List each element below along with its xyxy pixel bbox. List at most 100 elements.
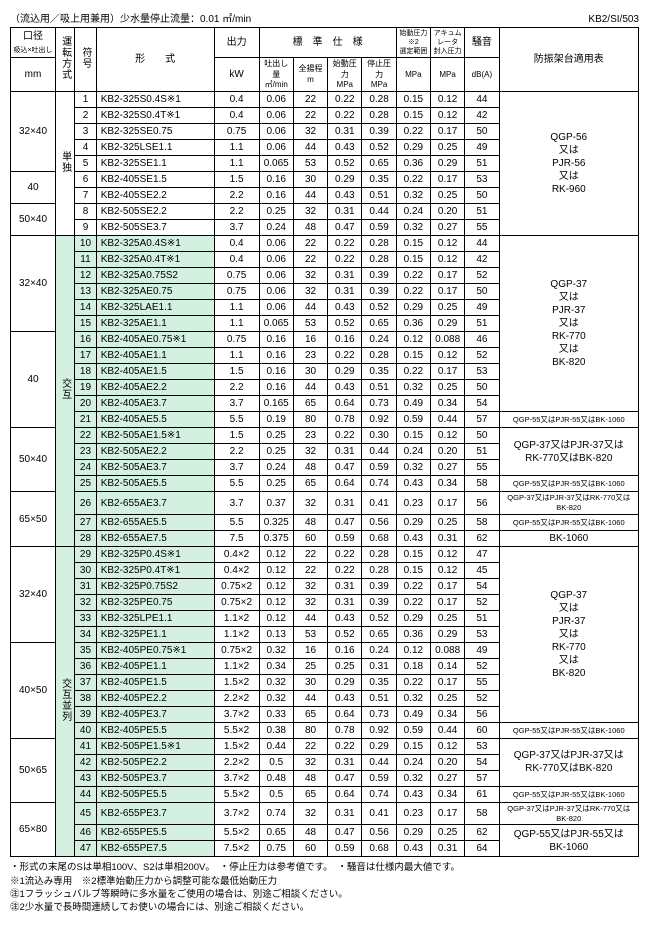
- value-cell: 0.75×2: [214, 578, 259, 594]
- value-cell: 0.31: [328, 124, 362, 140]
- value-cell: 0.17: [430, 674, 464, 690]
- value-cell: 30: [293, 172, 327, 188]
- value-cell: 0.13: [259, 626, 293, 642]
- value-cell: 0.12: [259, 594, 293, 610]
- value-cell: 0.25: [430, 690, 464, 706]
- value-cell: 0.18: [396, 658, 430, 674]
- fugou-cell: 28: [75, 530, 96, 546]
- table-row: 50×4022KB2-505AE1.5※11.50.25230.220.300.…: [11, 428, 639, 444]
- value-cell: 3.7: [214, 492, 259, 515]
- th-koukei: 口径吸込×吐出し: [11, 28, 56, 58]
- model-cell: KB2-655AE5.5: [96, 514, 214, 530]
- value-cell: 0.17: [430, 284, 464, 300]
- fugou-cell: 39: [75, 706, 96, 722]
- value-cell: 0.29: [430, 156, 464, 172]
- value-cell: 0.12: [396, 642, 430, 658]
- value-cell: 0.75: [214, 124, 259, 140]
- value-cell: 2.2: [214, 188, 259, 204]
- value-cell: 5.5×2: [214, 786, 259, 802]
- table-row: 28KB2-655AE7.57.50.375600.590.680.430.31…: [11, 530, 639, 546]
- fugou-cell: 42: [75, 754, 96, 770]
- value-cell: 22: [293, 738, 327, 754]
- value-cell: 0.29: [430, 316, 464, 332]
- value-cell: 0.17: [430, 124, 464, 140]
- value-cell: 53: [465, 364, 499, 380]
- value-cell: 1.1×2: [214, 626, 259, 642]
- value-cell: 0.22: [396, 124, 430, 140]
- value-cell: 50: [465, 284, 499, 300]
- value-cell: 0.78: [328, 412, 362, 428]
- value-cell: 1.1×2: [214, 658, 259, 674]
- model-cell: KB2-405PE1.1: [96, 658, 214, 674]
- boushin-cell: QGP-55又はPJR-55又はBK-1060: [499, 722, 638, 738]
- value-cell: 3.7: [214, 460, 259, 476]
- koukei-cell: 32×40: [11, 546, 56, 642]
- value-cell: 53: [293, 626, 327, 642]
- value-cell: 0.39: [362, 594, 396, 610]
- value-cell: 0.12: [396, 332, 430, 348]
- value-cell: 0.75: [214, 332, 259, 348]
- value-cell: 54: [465, 578, 499, 594]
- value-cell: 0.06: [259, 92, 293, 108]
- value-cell: 51: [465, 444, 499, 460]
- value-cell: 50: [465, 188, 499, 204]
- value-cell: 49: [465, 300, 499, 316]
- model-cell: KB2-405SE2.2: [96, 188, 214, 204]
- th-fugou: 符号: [75, 28, 96, 92]
- value-cell: 0.29: [396, 825, 430, 841]
- value-cell: 0.22: [328, 236, 362, 252]
- spec-table: 口径吸込×吐出し 運転方式 符号 形 式 出力 標 準 仕 様 始動圧力※2選定…: [10, 27, 639, 857]
- koukei-cell: 50×40: [11, 204, 56, 236]
- value-cell: 32: [293, 578, 327, 594]
- value-cell: 0.35: [362, 172, 396, 188]
- header-left: （流込用／吸上用兼用）少水量停止流量：0.01 ㎥/min: [10, 10, 251, 25]
- value-cell: 0.68: [362, 841, 396, 857]
- value-cell: 0.44: [362, 204, 396, 220]
- value-cell: 0.43: [328, 380, 362, 396]
- value-cell: 0.17: [430, 594, 464, 610]
- value-cell: 0.29: [328, 674, 362, 690]
- model-cell: KB2-505SE2.2: [96, 204, 214, 220]
- model-cell: KB2-505PE2.2: [96, 754, 214, 770]
- value-cell: 2.2: [214, 380, 259, 396]
- value-cell: 1.1: [214, 300, 259, 316]
- value-cell: 0.39: [362, 124, 396, 140]
- model-cell: KB2-405AE1.1: [96, 348, 214, 364]
- model-cell: KB2-325P0.4T※1: [96, 562, 214, 578]
- model-cell: KB2-405PE1.5: [96, 674, 214, 690]
- value-cell: 80: [293, 412, 327, 428]
- value-cell: 0.32: [396, 380, 430, 396]
- value-cell: 60: [293, 530, 327, 546]
- value-cell: 0.4: [214, 252, 259, 268]
- fugou-cell: 2: [75, 108, 96, 124]
- value-cell: 0.43: [396, 841, 430, 857]
- value-cell: 0.78: [328, 722, 362, 738]
- value-cell: 65: [293, 706, 327, 722]
- model-cell: KB2-505SE3.7: [96, 220, 214, 236]
- value-cell: 0.22: [396, 674, 430, 690]
- value-cell: 2.2×2: [214, 690, 259, 706]
- value-cell: 0.16: [259, 364, 293, 380]
- value-cell: 0.44: [430, 412, 464, 428]
- value-cell: 0.41: [362, 802, 396, 825]
- value-cell: 32: [293, 594, 327, 610]
- value-cell: 3.7×2: [214, 802, 259, 825]
- value-cell: 80: [293, 722, 327, 738]
- value-cell: 0.73: [362, 706, 396, 722]
- table-row: 44KB2-505PE5.55.5×20.5650.640.740.430.34…: [11, 786, 639, 802]
- fugou-cell: 14: [75, 300, 96, 316]
- value-cell: 0.43: [396, 786, 430, 802]
- value-cell: 0.29: [396, 300, 430, 316]
- value-cell: 32: [293, 284, 327, 300]
- value-cell: 0.12: [259, 546, 293, 562]
- model-cell: KB2-325A0.75S2: [96, 268, 214, 284]
- th-koukei-u: mm: [11, 58, 56, 92]
- value-cell: 0.24: [396, 204, 430, 220]
- model-cell: KB2-325S0.4S※1: [96, 92, 214, 108]
- value-cell: 0.12: [430, 562, 464, 578]
- value-cell: 0.28: [362, 252, 396, 268]
- value-cell: 0.12: [430, 738, 464, 754]
- value-cell: 0.49: [396, 396, 430, 412]
- value-cell: 0.35: [362, 674, 396, 690]
- value-cell: 0.29: [430, 626, 464, 642]
